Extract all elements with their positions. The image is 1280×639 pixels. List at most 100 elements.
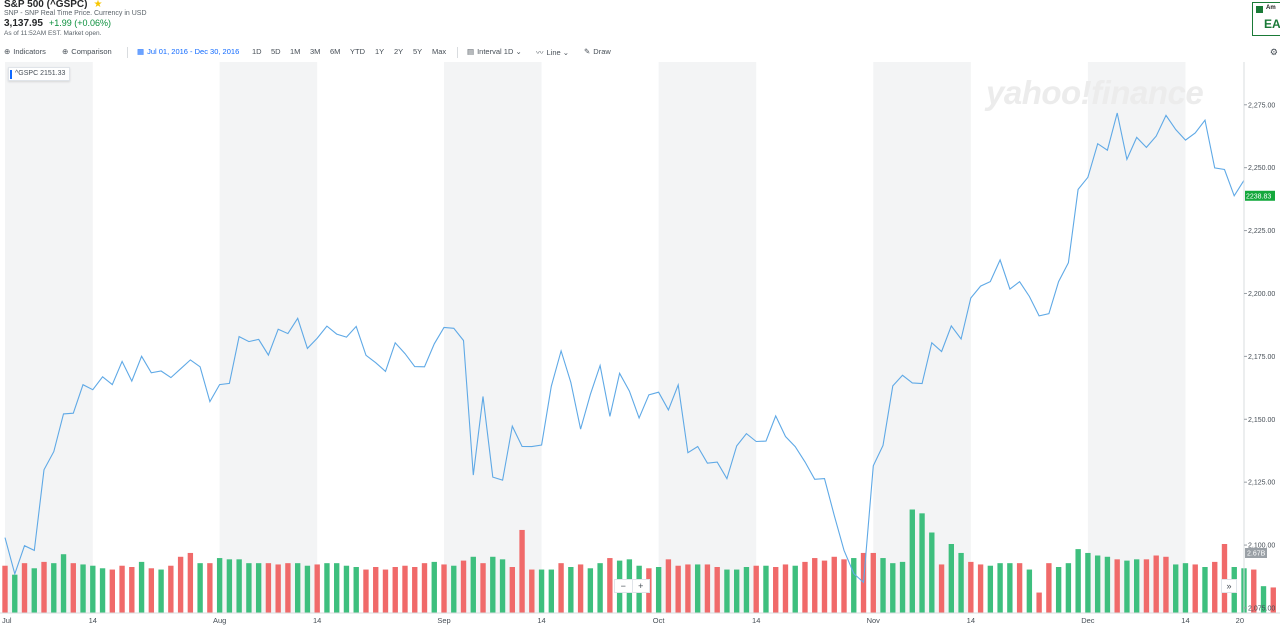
x-tick-label: 14: [752, 616, 760, 625]
volume-bar: [1143, 559, 1150, 613]
range-5y[interactable]: 5Y: [413, 47, 423, 56]
month-band: [5, 62, 93, 613]
range-1m[interactable]: 1M: [290, 47, 301, 56]
range-1d[interactable]: 1D: [252, 47, 262, 56]
x-tick-label: Dec: [1081, 616, 1095, 625]
volume-bar: [363, 569, 369, 613]
draw-label: Draw: [593, 47, 611, 56]
volume-bar: [236, 559, 242, 613]
zoom-out-button[interactable]: −: [615, 580, 633, 592]
volume-bar: [1046, 563, 1052, 613]
x-tick-label: Oct: [653, 616, 666, 625]
volume-bar: [334, 563, 340, 613]
range-2y[interactable]: 2Y: [394, 47, 404, 56]
x-tick-label: Nov: [867, 616, 881, 625]
volume-bar: [1007, 563, 1013, 613]
volume-bar: [21, 563, 28, 613]
volume-bar: [577, 564, 584, 613]
volume-bar: [255, 563, 262, 613]
volume-bar: [743, 567, 750, 613]
volume-bar: [938, 564, 945, 613]
volume-bar: [587, 568, 594, 613]
volume-bar: [216, 558, 223, 613]
volume-bar: [919, 513, 925, 613]
ad-logo-icon: [1256, 6, 1263, 13]
volume-bar: [70, 563, 76, 613]
volume-bar: [1026, 569, 1033, 613]
range-3m[interactable]: 3M: [310, 47, 321, 56]
x-tick-label: Sep: [437, 616, 450, 625]
range-5d[interactable]: 5D: [271, 47, 281, 56]
interval-icon: ▤: [467, 47, 475, 56]
volume-bar: [285, 563, 291, 613]
y-tick-label: 2,075.00: [1248, 605, 1275, 612]
volume-bar: [490, 556, 496, 613]
y-tick-label: 2,275.00: [1248, 102, 1275, 109]
month-band: [658, 62, 757, 613]
add-circle-icon: ⊕: [4, 47, 11, 56]
yahoo-finance-watermark: yahoo!finance: [986, 74, 1204, 111]
volume-bar: [431, 561, 437, 613]
quote-header: S&P 500 (^GSPC) ★ SNP - SNP Real Time Pr…: [0, 0, 1280, 42]
volume-bar: [890, 563, 896, 613]
month-band: [444, 62, 542, 613]
volume-bar: [665, 559, 672, 613]
volume-bar: [275, 564, 281, 613]
ad-text: EA: [1264, 17, 1280, 31]
volume-bar: [499, 559, 506, 613]
volume-bar: [1134, 559, 1140, 613]
toolbar-divider: [457, 47, 458, 58]
volume-bar: [802, 561, 808, 613]
volume-bar: [2, 565, 8, 613]
date-range-label: Jul 01, 2016 - Dec 30, 2016: [147, 47, 240, 56]
volume-bar: [129, 567, 135, 613]
volume-bar: [1094, 555, 1101, 613]
volume-bar: [480, 563, 486, 613]
volume-bar: [226, 559, 233, 613]
chart-toolbar: ⊕ Indicators ⊕ Comparison ▦ Jul 01, 2016 - …: [0, 45, 1280, 61]
range-6m[interactable]: 6M: [330, 47, 341, 56]
month-band: [219, 62, 318, 613]
chart-area[interactable]: 2,275.00 2,250.00 2,225.00 2,200.00 2,175.00…: [0, 62, 1280, 639]
zoom-in-button[interactable]: +: [638, 581, 644, 591]
volume-bar: [1055, 567, 1062, 613]
zoom-control[interactable]: − +: [614, 579, 650, 593]
volume-bar: [763, 565, 769, 613]
range-1y[interactable]: 1Y: [375, 47, 385, 56]
toolbar-divider: [127, 47, 128, 58]
volume-bar: [782, 564, 789, 613]
interval-select[interactable]: ▤ Interval 1D ⌄: [467, 47, 522, 56]
x-tick-label: 14: [537, 616, 545, 625]
gear-icon[interactable]: ⚙: [1269, 47, 1278, 57]
scroll-to-end-button[interactable]: »: [1221, 579, 1237, 593]
ad-banner[interactable]: Am EA: [1252, 2, 1280, 36]
indicators-button[interactable]: ⊕ Indicators: [4, 47, 46, 56]
comparison-button[interactable]: ⊕ Comparison: [62, 47, 112, 56]
draw-button[interactable]: ✎ Draw: [584, 47, 611, 56]
volume-bar: [1212, 561, 1218, 613]
volume-bar: [724, 569, 730, 613]
chart-type-select[interactable]: 〰 Line ⌄: [536, 47, 569, 58]
star-icon[interactable]: ★: [93, 0, 103, 10]
volume-bar: [1124, 560, 1130, 613]
volume-bar: [80, 564, 86, 613]
comparison-label: Comparison: [71, 47, 112, 56]
volume-bar: [402, 565, 408, 613]
volume-bar: [509, 567, 515, 613]
date-range-picker[interactable]: ▦ Jul 01, 2016 - Dec 30, 2016: [137, 47, 239, 56]
volume-bar: [987, 565, 994, 613]
range-ytd[interactable]: YTD: [350, 47, 365, 56]
volume-bar: [792, 565, 798, 613]
indicators-label: Indicators: [13, 47, 46, 56]
volume-bar: [1182, 563, 1189, 613]
range-max[interactable]: Max: [432, 47, 447, 56]
price-line: [4, 112, 1245, 584]
price-chart[interactable]: 2,275.00 2,250.00 2,225.00 2,200.00 2,175.00…: [0, 62, 1280, 639]
volume-bar: [441, 564, 447, 613]
volume-bar: [1163, 556, 1169, 613]
series-legend[interactable]: ^GSPC 2151.33: [8, 67, 71, 81]
volume-bar: [12, 574, 18, 613]
ad-top-text: Am: [1266, 5, 1276, 11]
chart-type-label: Line: [546, 48, 561, 57]
y-tick-label: 2,125.00: [1248, 480, 1275, 487]
